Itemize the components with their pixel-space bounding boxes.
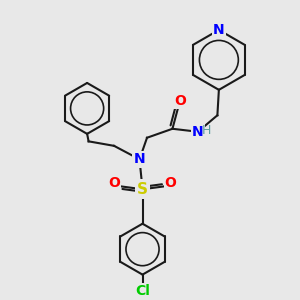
Text: Cl: Cl <box>135 284 150 298</box>
Text: H: H <box>202 124 211 137</box>
Text: O: O <box>174 94 186 108</box>
Text: N: N <box>213 23 225 37</box>
Text: O: O <box>164 176 176 190</box>
Text: N: N <box>192 125 204 139</box>
Text: N: N <box>134 152 145 166</box>
Text: S: S <box>137 182 148 197</box>
Text: O: O <box>109 176 121 190</box>
